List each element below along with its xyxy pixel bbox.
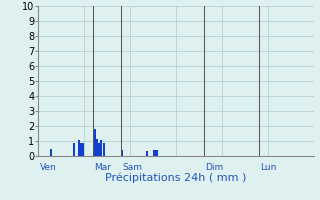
Bar [93, 129, 96, 156]
Bar [82, 143, 84, 156]
Bar [156, 150, 157, 156]
Bar [50, 148, 52, 156]
Bar [103, 143, 105, 156]
Bar [121, 150, 123, 156]
Bar [100, 140, 102, 156]
X-axis label: Précipitations 24h ( mm ): Précipitations 24h ( mm ) [105, 173, 247, 183]
Text: Lun: Lun [260, 163, 276, 172]
Bar [146, 151, 148, 156]
Text: Sam: Sam [122, 163, 142, 172]
Text: Mar: Mar [95, 163, 112, 172]
Bar [77, 140, 80, 156]
Bar [96, 139, 98, 156]
Text: Ven: Ven [40, 163, 56, 172]
Bar [80, 143, 82, 156]
Bar [73, 143, 75, 156]
Bar [98, 142, 100, 156]
Text: Dim: Dim [205, 163, 223, 172]
Bar [153, 150, 155, 156]
